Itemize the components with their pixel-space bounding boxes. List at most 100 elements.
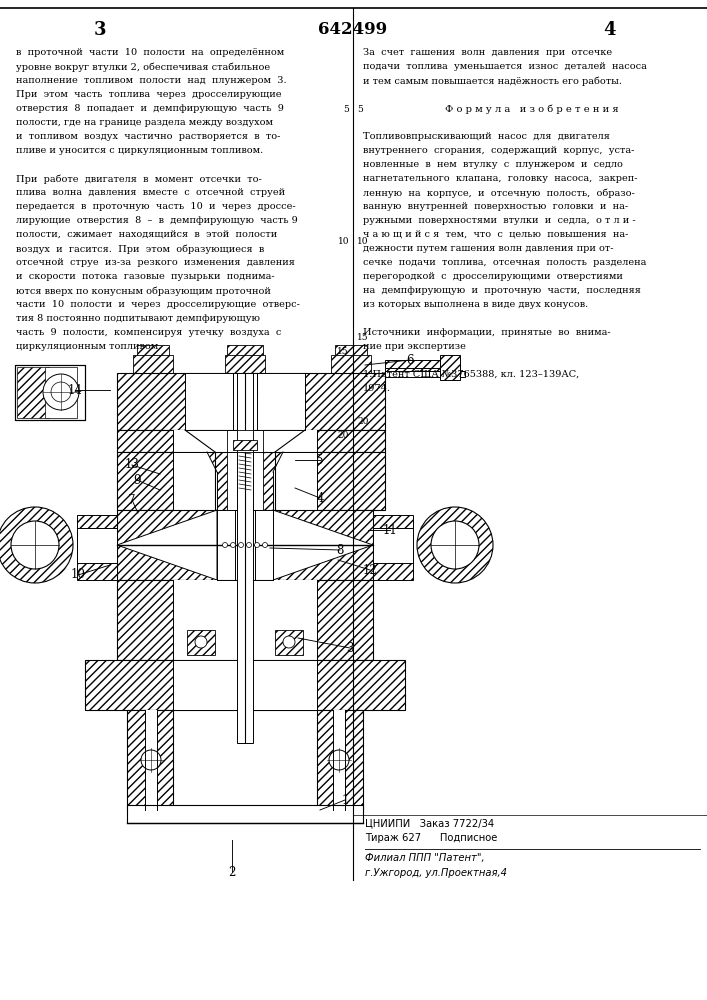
Bar bbox=[117, 430, 385, 452]
Text: нагнетательного  клапана,  головку  насоса,  закреп-: нагнетательного клапана, головку насоса,… bbox=[363, 174, 638, 183]
Text: лирующие  отверстия  8  –  в  демпфирующую  часть 9: лирующие отверстия 8 – в демпфирующую ча… bbox=[16, 216, 298, 225]
Text: уровне вокруг втулки 2, обеспечивая стабильное: уровне вокруг втулки 2, обеспечивая стаб… bbox=[16, 62, 270, 72]
Bar bbox=[137, 345, 169, 359]
Bar bbox=[385, 360, 440, 372]
Text: 5: 5 bbox=[316, 454, 324, 466]
Text: При  работе  двигателя  в  момент  отсечки  то-: При работе двигателя в момент отсечки то… bbox=[16, 174, 262, 184]
Text: 1.Патент США №3765388, кл. 123–139АС,: 1.Патент США №3765388, кл. 123–139АС, bbox=[363, 370, 579, 379]
Bar bbox=[317, 710, 363, 810]
Text: 642499: 642499 bbox=[318, 21, 387, 38]
Text: воздух  и  гасится.  При  этом  образующиеся  в: воздух и гасится. При этом образующиеся … bbox=[16, 244, 264, 253]
Text: Филиал ППП "Патент",: Филиал ППП "Патент", bbox=[365, 853, 484, 863]
Text: Тираж 627      Подписное: Тираж 627 Подписное bbox=[365, 833, 498, 843]
Text: 3: 3 bbox=[94, 21, 106, 39]
Text: 6: 6 bbox=[407, 354, 414, 366]
Circle shape bbox=[51, 382, 71, 402]
Bar bbox=[273, 510, 373, 580]
Bar bbox=[335, 345, 367, 359]
Text: г.Ужгород, ул.Проектная,4: г.Ужгород, ул.Проектная,4 bbox=[365, 868, 507, 878]
Polygon shape bbox=[173, 452, 217, 510]
Circle shape bbox=[141, 750, 161, 770]
Text: подачи  топлива  уменьшается  износ  деталей  насоса: подачи топлива уменьшается износ деталей… bbox=[363, 62, 647, 71]
Circle shape bbox=[223, 542, 228, 548]
Text: 9: 9 bbox=[133, 474, 141, 487]
Text: из которых выполнена в виде двух конусов.: из которых выполнена в виде двух конусов… bbox=[363, 300, 588, 309]
Text: За  счет  гашения  волн  давления  при  отсечке: За счет гашения волн давления при отсечк… bbox=[363, 48, 612, 57]
Bar bbox=[373, 515, 413, 537]
Bar bbox=[117, 373, 385, 430]
Bar bbox=[331, 355, 371, 373]
Circle shape bbox=[262, 542, 267, 548]
Polygon shape bbox=[273, 510, 373, 580]
Bar bbox=[133, 355, 173, 373]
Text: и  скорости  потока  газовые  пузырьки  поднима-: и скорости потока газовые пузырьки подни… bbox=[16, 272, 274, 281]
Circle shape bbox=[230, 542, 235, 548]
Text: отверстия  8  попадает  и  демпфирующую  часть  9: отверстия 8 попадает и демпфирующую част… bbox=[16, 104, 284, 113]
Text: внутреннего  сгорания,  содержащий  корпус,  уста-: внутреннего сгорания, содержащий корпус,… bbox=[363, 146, 634, 155]
Bar bbox=[127, 805, 363, 823]
Text: 4: 4 bbox=[604, 21, 617, 39]
Text: 10: 10 bbox=[357, 236, 368, 245]
Text: Ф о р м у л а   и з о б р е т е н и я: Ф о р м у л а и з о б р е т е н и я bbox=[445, 104, 619, 113]
Text: 4: 4 bbox=[316, 491, 324, 504]
Bar bbox=[373, 558, 413, 580]
Text: ленную  на  корпусе,  и  отсечную  полость,  образо-: ленную на корпусе, и отсечную полость, о… bbox=[363, 188, 635, 198]
Text: циркуляционным топливом.: циркуляционным топливом. bbox=[16, 342, 161, 351]
Bar bbox=[187, 630, 215, 655]
Bar bbox=[440, 355, 460, 380]
Bar bbox=[77, 515, 117, 537]
Text: 2: 2 bbox=[228, 865, 235, 879]
Circle shape bbox=[195, 636, 207, 648]
Bar bbox=[233, 373, 257, 430]
Text: 12: 12 bbox=[363, 564, 378, 576]
Text: 13: 13 bbox=[124, 458, 139, 472]
Bar bbox=[117, 452, 385, 510]
Circle shape bbox=[247, 542, 252, 548]
Text: 1: 1 bbox=[341, 794, 349, 806]
Bar bbox=[17, 367, 49, 418]
Text: Топливовпрыскивающий  насос  для  двигателя: Топливовпрыскивающий насос для двигателя bbox=[363, 132, 610, 141]
Text: 5: 5 bbox=[343, 105, 349, 114]
Text: дежности путем гашения волн давления при от-: дежности путем гашения волн давления при… bbox=[363, 244, 614, 253]
Text: перегородкой  с  дросселирующими  отверстиями: перегородкой с дросселирующими отверстия… bbox=[363, 272, 623, 281]
Text: отсечной  струе  из-за  резкого  изменения  давления: отсечной струе из-за резкого изменения д… bbox=[16, 258, 295, 267]
Text: 15: 15 bbox=[337, 348, 349, 357]
Text: При  этом  часть  топлива  через  дросселирующие: При этом часть топлива через дросселирую… bbox=[16, 90, 281, 99]
Circle shape bbox=[417, 507, 493, 583]
Text: Источники  информации,  принятые  во  внима-: Источники информации, принятые во внима- bbox=[363, 328, 611, 337]
Text: полости,  сжимает  находящийся  в  этой  полости: полости, сжимает находящийся в этой поло… bbox=[16, 230, 277, 239]
Text: 11: 11 bbox=[382, 524, 397, 536]
Text: ются вверх по конусным образующим проточной: ются вверх по конусным образующим проточ… bbox=[16, 286, 271, 296]
Bar bbox=[117, 510, 217, 580]
Bar bbox=[385, 368, 460, 376]
Text: 3: 3 bbox=[346, 642, 354, 654]
Text: новленные  в  нем  втулку  с  плунжером  и  седло: новленные в нем втулку с плунжером и сед… bbox=[363, 160, 623, 169]
Bar bbox=[173, 580, 317, 660]
Bar bbox=[173, 430, 317, 452]
Text: наполнение  топливом  полости  над  плунжером  3.: наполнение топливом полости над плунжеро… bbox=[16, 76, 286, 85]
Bar bbox=[173, 660, 317, 710]
Bar bbox=[117, 580, 373, 660]
Bar bbox=[373, 528, 413, 563]
Bar bbox=[145, 710, 157, 810]
Bar bbox=[257, 373, 305, 430]
Bar bbox=[237, 430, 253, 452]
Circle shape bbox=[329, 750, 349, 770]
Text: на  демпфирующую  и  проточную  части,  последняя: на демпфирующую и проточную части, после… bbox=[363, 286, 641, 295]
Bar bbox=[227, 345, 263, 359]
Text: 14: 14 bbox=[68, 383, 83, 396]
Bar bbox=[85, 660, 405, 710]
Text: 10: 10 bbox=[337, 236, 349, 245]
Circle shape bbox=[238, 542, 243, 548]
Bar bbox=[237, 373, 253, 743]
Text: ЦНИИПИ   Заказ 7722/34: ЦНИИПИ Заказ 7722/34 bbox=[365, 818, 494, 828]
Bar bbox=[45, 367, 77, 418]
Text: 10: 10 bbox=[71, 568, 86, 582]
Text: 8: 8 bbox=[337, 544, 344, 556]
Text: 1974.: 1974. bbox=[363, 384, 391, 393]
Text: ч а ю щ и й с я  тем,  что  с  целью  повышения  на-: ч а ю щ и й с я тем, что с целью повышен… bbox=[363, 230, 629, 239]
Bar bbox=[173, 620, 317, 660]
Bar bbox=[235, 510, 255, 580]
Bar bbox=[217, 510, 273, 580]
Circle shape bbox=[11, 521, 59, 569]
